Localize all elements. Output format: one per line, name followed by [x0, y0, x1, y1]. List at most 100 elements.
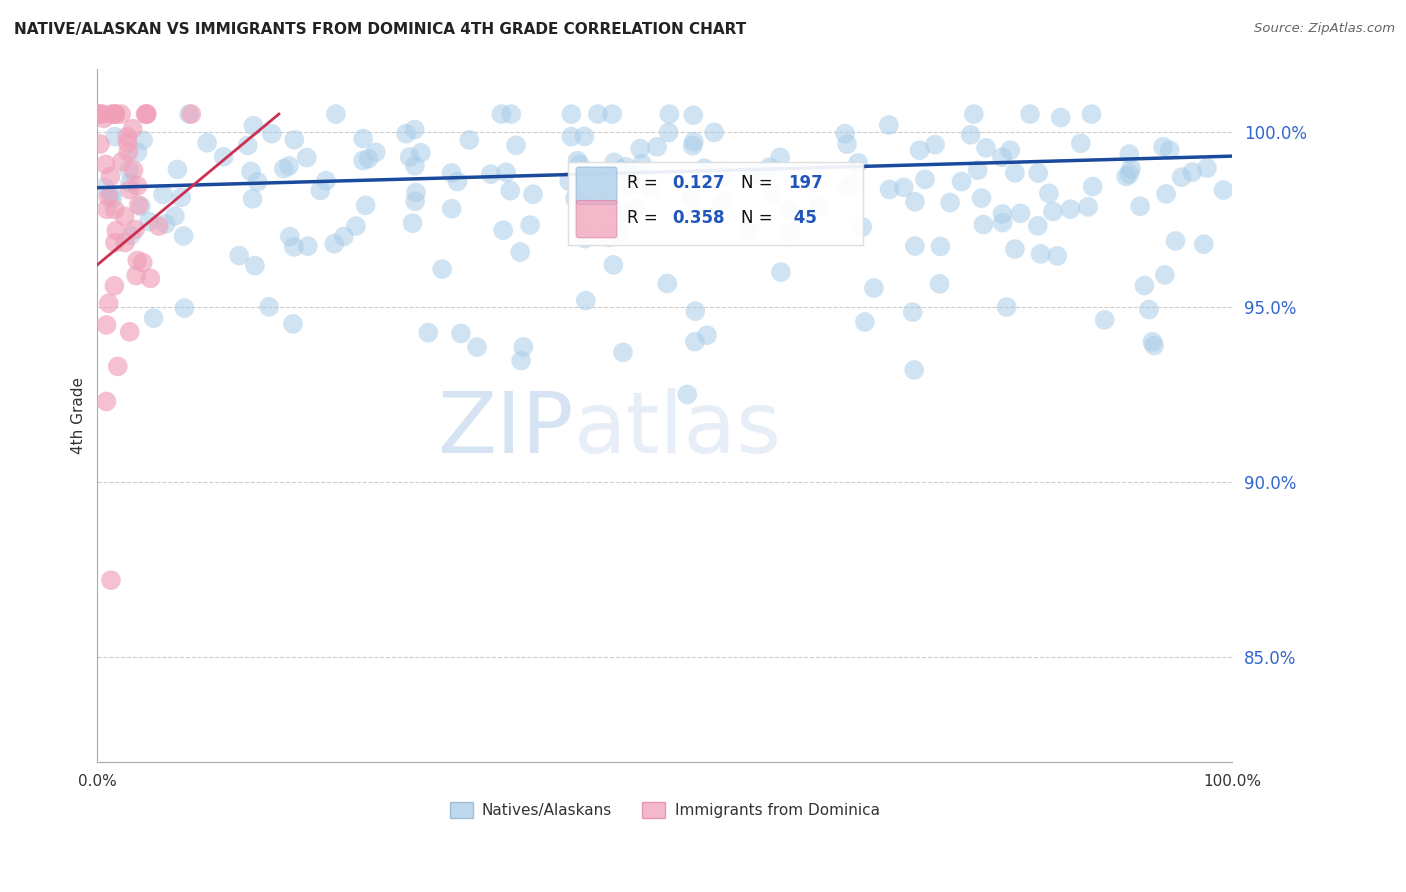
- Point: [908, 143, 931, 157]
- Point: [769, 265, 792, 279]
- Point: [628, 142, 651, 156]
- Point: [120, 228, 142, 243]
- Point: [104, 107, 127, 121]
- Point: [1049, 111, 1071, 125]
- Point: [568, 157, 591, 171]
- FancyBboxPatch shape: [576, 167, 617, 204]
- Point: [132, 133, 155, 147]
- Point: [103, 278, 125, 293]
- Point: [315, 174, 337, 188]
- Point: [180, 107, 202, 121]
- Point: [574, 129, 596, 144]
- Point: [118, 325, 141, 339]
- Point: [479, 167, 502, 181]
- Point: [950, 175, 973, 189]
- Point: [440, 202, 463, 216]
- Point: [1152, 140, 1174, 154]
- Point: [586, 107, 609, 121]
- Point: [135, 107, 157, 121]
- Point: [104, 129, 127, 144]
- Point: [117, 136, 139, 150]
- Text: 0.127: 0.127: [672, 174, 725, 192]
- Point: [758, 160, 780, 174]
- Point: [121, 121, 143, 136]
- Point: [685, 304, 707, 318]
- Point: [118, 182, 141, 196]
- Point: [495, 165, 517, 179]
- Point: [135, 107, 157, 121]
- Point: [281, 317, 304, 331]
- Point: [1170, 170, 1192, 185]
- Point: [260, 127, 283, 141]
- Point: [309, 184, 332, 198]
- Point: [600, 107, 623, 121]
- Point: [778, 203, 800, 218]
- Point: [682, 135, 704, 149]
- Point: [575, 293, 598, 308]
- Point: [591, 183, 613, 197]
- Point: [1010, 206, 1032, 220]
- Point: [405, 186, 427, 200]
- Point: [100, 107, 122, 121]
- Point: [640, 181, 662, 195]
- Point: [560, 129, 582, 144]
- Point: [1142, 334, 1164, 349]
- Point: [465, 340, 488, 354]
- Point: [1118, 147, 1140, 161]
- Point: [352, 153, 374, 168]
- Point: [612, 345, 634, 359]
- Point: [404, 194, 426, 209]
- Point: [246, 175, 269, 189]
- Point: [491, 107, 513, 121]
- Point: [682, 138, 704, 153]
- Point: [610, 163, 633, 178]
- Point: [509, 245, 531, 260]
- Point: [963, 107, 986, 121]
- Point: [118, 163, 141, 178]
- Point: [609, 225, 631, 239]
- Point: [273, 161, 295, 176]
- Point: [117, 145, 139, 159]
- Point: [364, 145, 387, 160]
- Point: [1026, 219, 1049, 233]
- Point: [295, 151, 318, 165]
- Point: [512, 340, 534, 354]
- Point: [105, 223, 128, 237]
- Point: [904, 239, 927, 253]
- Point: [96, 202, 118, 217]
- Point: [89, 136, 111, 151]
- Point: [179, 107, 201, 121]
- Point: [683, 334, 706, 349]
- Point: [354, 198, 377, 212]
- Point: [682, 108, 704, 122]
- Point: [134, 107, 156, 121]
- Point: [808, 199, 831, 213]
- Text: NATIVE/ALASKAN VS IMMIGRANTS FROM DOMINICA 4TH GRADE CORRELATION CHART: NATIVE/ALASKAN VS IMMIGRANTS FROM DOMINI…: [14, 22, 747, 37]
- Point: [835, 137, 858, 152]
- Point: [929, 239, 952, 253]
- Point: [278, 229, 301, 244]
- Point: [1133, 278, 1156, 293]
- Point: [283, 240, 305, 254]
- Point: [1042, 204, 1064, 219]
- Point: [163, 209, 186, 223]
- Point: [90, 107, 112, 121]
- Point: [620, 178, 643, 193]
- Point: [522, 187, 544, 202]
- Point: [398, 150, 420, 164]
- Point: [974, 141, 997, 155]
- Point: [711, 194, 734, 209]
- Point: [283, 133, 305, 147]
- Point: [972, 218, 994, 232]
- Point: [966, 163, 988, 178]
- Point: [842, 177, 865, 191]
- Point: [567, 153, 589, 168]
- Point: [325, 107, 347, 121]
- Point: [352, 131, 374, 145]
- Point: [107, 359, 129, 374]
- Point: [510, 353, 533, 368]
- Point: [1119, 161, 1142, 176]
- Point: [1129, 199, 1152, 213]
- Point: [1164, 234, 1187, 248]
- Point: [1004, 242, 1026, 256]
